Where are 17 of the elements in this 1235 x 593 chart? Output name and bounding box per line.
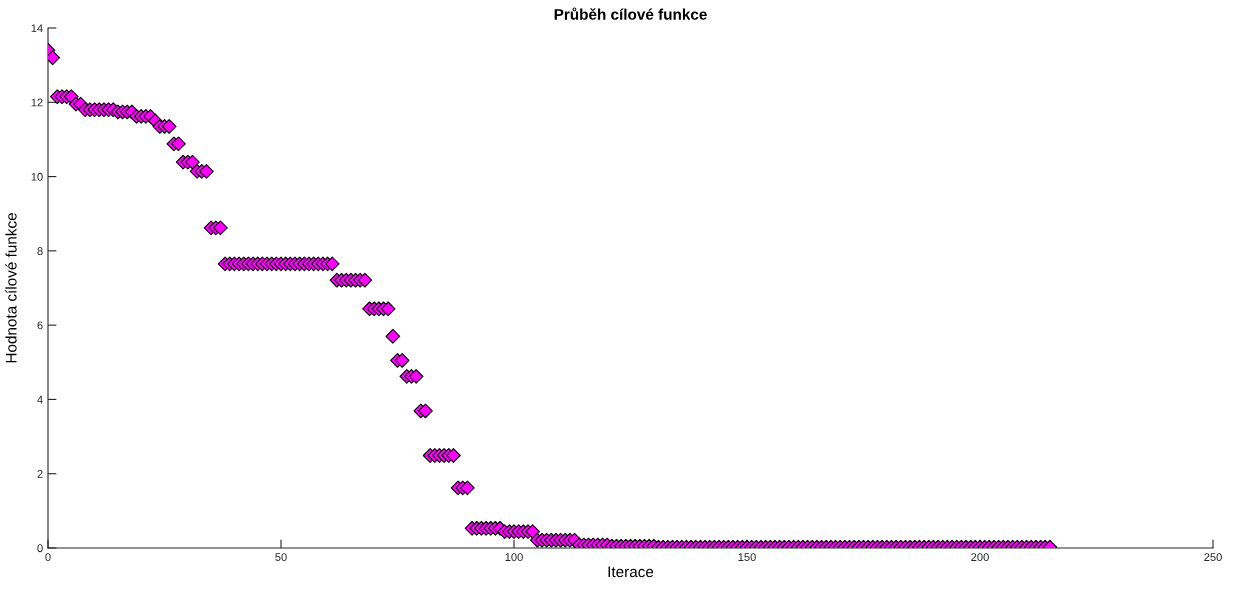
- y-tick-label: 6: [37, 321, 43, 330]
- y-tick-label: 4: [37, 395, 43, 404]
- y-tick-label: 0: [37, 544, 43, 553]
- x-tick-label: 0: [45, 553, 51, 562]
- chart-title: Průběh cílové funkce: [554, 7, 707, 20]
- y-axis-title: Hodnota cílové funkce: [5, 213, 17, 363]
- x-tick-label: 50: [275, 553, 287, 562]
- x-tick-label: 150: [738, 553, 756, 562]
- y-tick-label: 8: [37, 247, 43, 255]
- x-tick-label: 250: [1204, 553, 1222, 562]
- x-axis-title: Iterace: [608, 566, 654, 578]
- x-tick-label: 200: [971, 553, 989, 562]
- y-tick-label: 14: [31, 24, 43, 33]
- y-tick-label: 10: [31, 172, 43, 181]
- x-tick-label: 100: [505, 553, 523, 562]
- y-tick-label: 12: [31, 98, 43, 107]
- y-tick-label: 2: [37, 469, 43, 478]
